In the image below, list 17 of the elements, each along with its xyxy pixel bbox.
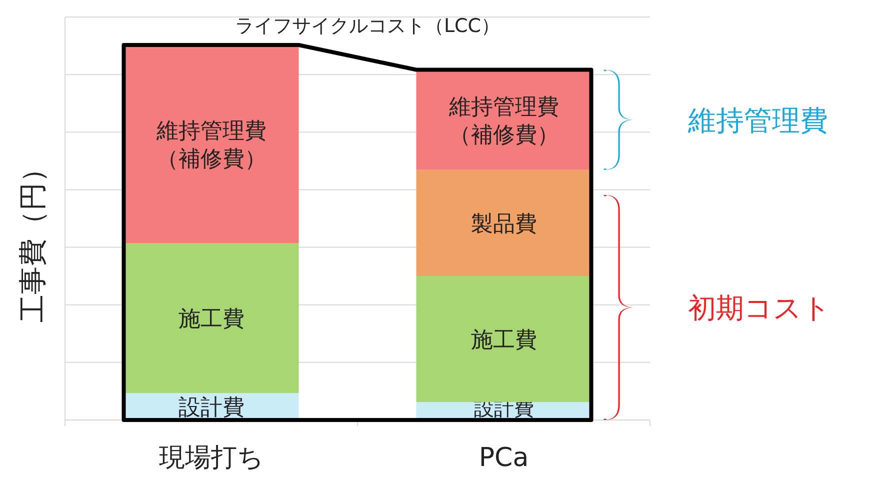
bar <box>416 170 592 276</box>
text: 施工費 <box>178 307 244 332</box>
bar <box>124 45 299 243</box>
series-label: 維持管理費 （補修費） <box>448 94 559 148</box>
series-label: 製品費 <box>470 212 537 237</box>
y-axis-title: 工事費（円） <box>16 154 49 322</box>
series-label: 施工費 <box>470 328 537 353</box>
x-tick-label: PCa <box>478 443 529 473</box>
annotation: 維持管理費 <box>155 119 266 144</box>
text: （補修費） <box>156 147 266 172</box>
bar <box>416 276 592 402</box>
bar <box>124 243 299 393</box>
text: 初期コスト <box>688 291 831 324</box>
text: ライフサイクルコスト（LCC） <box>234 15 500 37</box>
x-tick-label: 現場打ち <box>158 443 264 473</box>
text: 設計費 <box>178 396 244 420</box>
text: 維持管理費 <box>688 104 828 137</box>
